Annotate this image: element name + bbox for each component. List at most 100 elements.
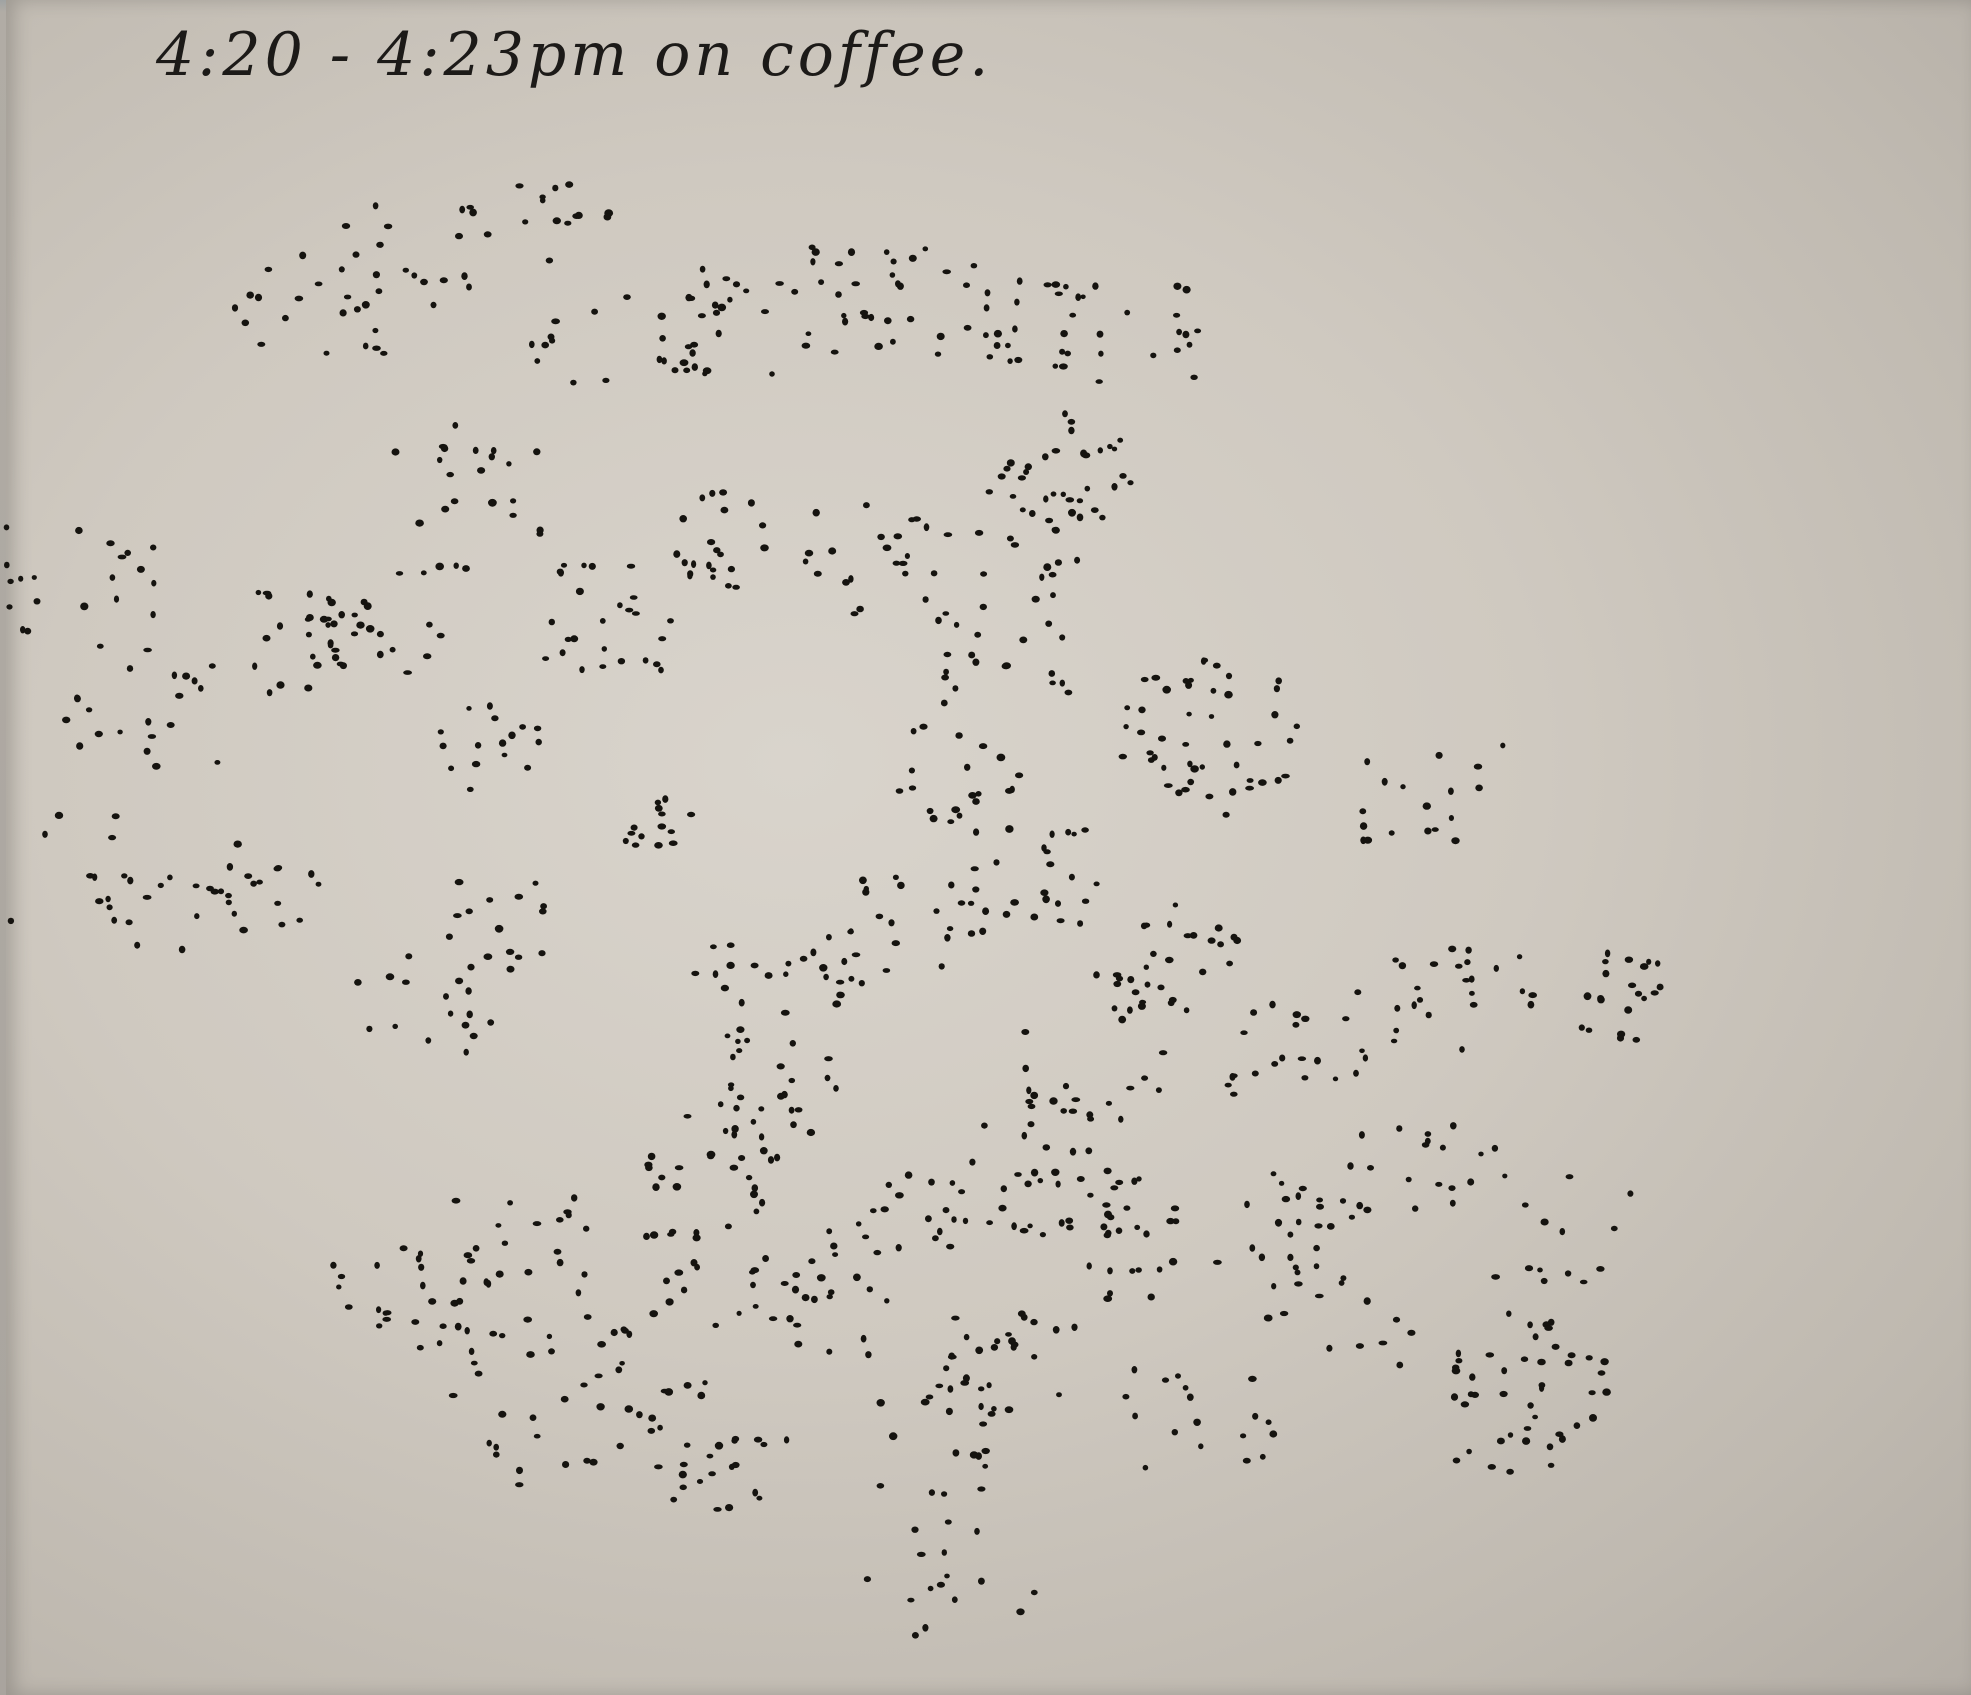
stipple-dot [941, 1549, 947, 1556]
stipple-dot [447, 1010, 454, 1017]
stipple-dot [1097, 447, 1104, 454]
stipple-dot [1617, 1030, 1626, 1038]
stipple-dot [1062, 1082, 1070, 1090]
stipple-dot [214, 760, 221, 765]
stipple-dot [331, 647, 340, 653]
stipple-dot [376, 1323, 383, 1329]
stipple-dot [1098, 350, 1104, 357]
stipple-dot [738, 998, 745, 1007]
stipple-dot [1491, 1274, 1500, 1280]
stipple-dot [462, 565, 470, 572]
stipple-dot [1564, 1270, 1572, 1277]
stipple-dot [1313, 1263, 1320, 1270]
stipple-dot [964, 763, 971, 771]
stipple-dot [1056, 1392, 1062, 1398]
stipple-dot [952, 1449, 960, 1457]
stipple-dot [1171, 1429, 1179, 1436]
stipple-dot [495, 1223, 502, 1228]
stipple-dot [1045, 517, 1054, 524]
stipple-dot [1205, 793, 1214, 800]
stipple-dot [1585, 1355, 1593, 1361]
stipple-dot [731, 1461, 740, 1469]
stipple-dot [1063, 283, 1069, 290]
stipple-dot [463, 1252, 473, 1259]
stipple-dot [1182, 330, 1190, 339]
stipple-dot [109, 574, 116, 581]
stipple-dot [405, 953, 413, 960]
stipple-dot [859, 876, 867, 885]
stipple-dot [957, 900, 966, 906]
stipple-dot [1065, 497, 1075, 503]
stipple-dot [430, 301, 437, 309]
stipple-dot [929, 814, 938, 823]
stipple-dot [33, 598, 41, 605]
stipple-dot [1452, 1457, 1461, 1464]
stipple-dot [850, 611, 859, 617]
stipple-dot [943, 651, 952, 658]
stipple-dot [1650, 990, 1659, 996]
stipple-dot [1011, 1222, 1017, 1231]
stipple-dot [1354, 989, 1362, 996]
stipple-dot [683, 1382, 692, 1389]
stipple-dot [980, 571, 988, 577]
stipple-dot [726, 942, 735, 948]
stipple-dot [620, 1326, 628, 1333]
stipple-dot [1172, 902, 1179, 908]
stipple-dot [1602, 1388, 1611, 1396]
stipple-dot [1075, 293, 1082, 302]
stipple-dot [979, 927, 987, 935]
stipple-dot [191, 677, 198, 685]
stipple-dot [1014, 1172, 1022, 1177]
stipple-dot [649, 1231, 659, 1239]
stipple-dot [1052, 1326, 1060, 1334]
stipple-dot [858, 980, 865, 987]
stipple-dot [579, 666, 585, 674]
stipple-dot [792, 1272, 801, 1278]
stipple-dot [150, 544, 157, 551]
stipple-dot [1054, 291, 1063, 297]
stipple-dot [151, 579, 157, 587]
stipple-dot [454, 878, 464, 886]
stipple-dot [1117, 437, 1124, 443]
stipple-dot [339, 309, 347, 317]
stipple-dot [1316, 1197, 1323, 1203]
stipple-dot [1012, 325, 1018, 333]
stipple-dot [668, 840, 678, 846]
stipple-dot [126, 665, 134, 672]
stipple-dot [963, 324, 972, 331]
stipple-dot [451, 1197, 461, 1204]
stipple-dot [1118, 753, 1128, 760]
stipple-dot [338, 611, 346, 619]
stipple-dot [743, 288, 750, 294]
stipple-dot [143, 647, 152, 653]
stipple-dot [1295, 1218, 1302, 1226]
stipple-dot [726, 961, 735, 970]
stipple-dot [727, 296, 733, 303]
stipple-dot [697, 313, 706, 319]
stipple-dot [948, 1352, 955, 1360]
stipple-dot [1076, 498, 1084, 504]
stipple-dot [834, 261, 844, 267]
stipple-dot [509, 512, 517, 518]
stipple-dot [524, 764, 532, 771]
stipple-dot [559, 649, 566, 657]
stipple-dot [703, 280, 710, 289]
stipple-dot [811, 1295, 818, 1304]
stipple-dot [892, 560, 901, 566]
stipple-dot [930, 570, 938, 577]
stipple-dot [865, 1351, 872, 1359]
stipple-dot [366, 1025, 373, 1033]
stipple-dot [944, 934, 951, 942]
stipple-dot [1019, 636, 1028, 644]
stipple-dot [617, 602, 623, 609]
stipple-dot [1225, 672, 1233, 680]
stipple-dot [490, 447, 497, 455]
stipple-dot [483, 231, 492, 238]
stipple-dot [255, 589, 262, 596]
stipple-dot [1142, 1464, 1149, 1471]
stipple-dot [1074, 556, 1081, 564]
stipple-dot [764, 972, 773, 979]
stipple-dot [1103, 1295, 1113, 1302]
stipple-dot [1143, 964, 1150, 970]
stipple-dot [461, 272, 468, 280]
